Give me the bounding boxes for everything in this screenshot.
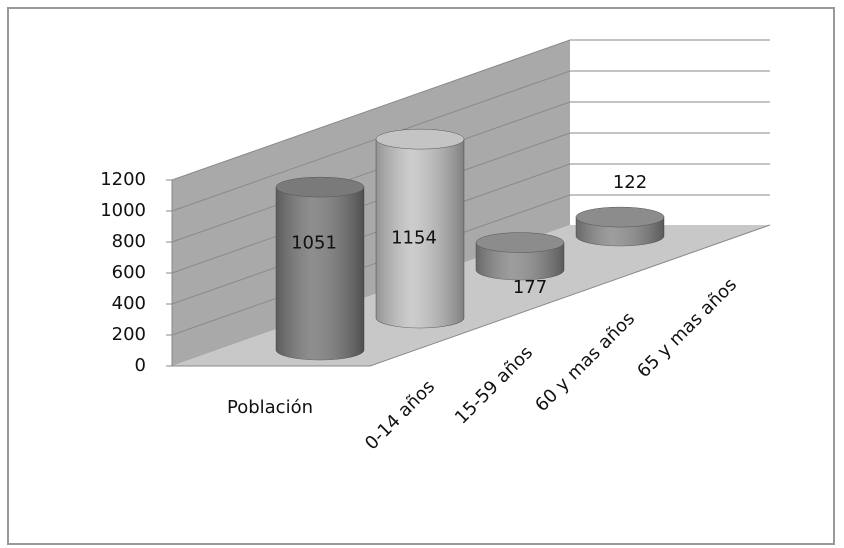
grid-line xyxy=(171,39,770,181)
chart-border xyxy=(7,7,835,545)
y-tick-label: 1000 xyxy=(100,200,146,221)
y-tick-label: 400 xyxy=(112,293,146,314)
cylinder-top xyxy=(375,128,465,150)
cylinder-top xyxy=(275,176,365,198)
x-tick-label: 65 y mas años xyxy=(633,274,741,382)
cylinder-shade xyxy=(476,242,564,280)
x-tick-label: 15-59 años xyxy=(451,342,537,428)
y-tick-label: 600 xyxy=(112,262,146,283)
data-label: 1154 xyxy=(391,228,437,249)
y-tick-label: 200 xyxy=(112,324,146,345)
cylinder-top xyxy=(475,232,565,253)
y-tick-label: 0 xyxy=(135,355,146,376)
data-label: 122 xyxy=(613,172,647,193)
cylinder-shade xyxy=(276,187,364,360)
x-axis-depth-line xyxy=(369,224,771,367)
x-tick-label: Población xyxy=(227,397,313,418)
y-tick-label: 800 xyxy=(112,231,146,252)
cylinder-shade xyxy=(376,139,464,328)
y-tick-label: 1200 xyxy=(100,169,146,190)
x-tick-label: 0-14 años xyxy=(361,376,439,454)
grid-line xyxy=(171,70,770,212)
cylinder-top xyxy=(575,206,665,228)
data-label: 177 xyxy=(513,277,547,298)
data-label: 1051 xyxy=(291,233,337,254)
x-tick-label: 60 y mas años xyxy=(531,308,639,416)
